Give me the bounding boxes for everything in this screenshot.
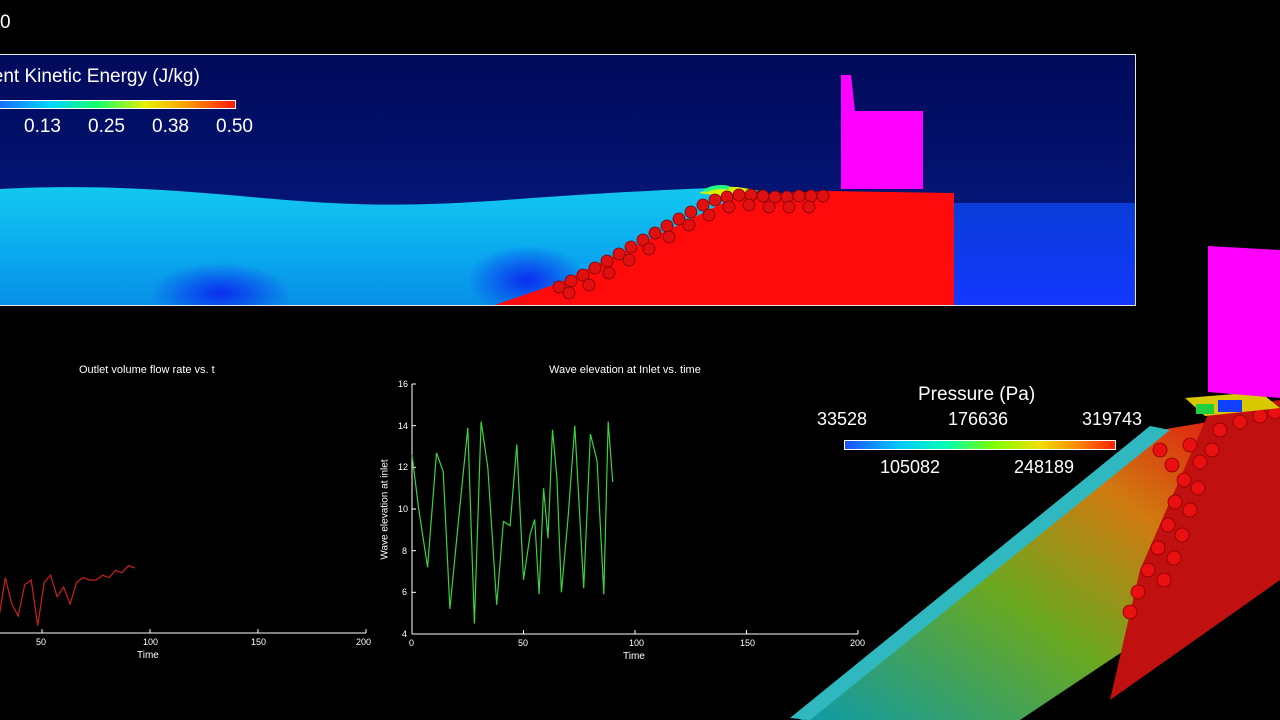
y-tick-label: 10	[398, 504, 409, 514]
outlet-flow-plot	[0, 564, 367, 634]
x-tick-label: 50	[36, 637, 47, 647]
vortex-low-1	[151, 263, 291, 305]
x-tick-label: 100	[629, 638, 645, 648]
crown-wall	[841, 75, 923, 189]
x-tick-label: 100	[143, 637, 159, 647]
crown-wall-3d	[1208, 246, 1280, 398]
pressure-tick: 105082	[880, 457, 941, 477]
leeward-water	[954, 203, 1135, 305]
x-tick-label: 150	[740, 638, 756, 648]
outlet-flow-series	[0, 564, 136, 626]
turbulent-kinetic-energy-view	[0, 54, 1136, 306]
wave-elevation-series	[411, 421, 614, 624]
armour-rocks	[552, 188, 830, 300]
x-axis-label: Time	[623, 651, 645, 662]
outlet-plot-title: Outlet volume flow rate vs. t	[79, 364, 215, 376]
side-face	[1110, 400, 1280, 700]
y-tick-label: 16	[398, 379, 409, 389]
x-axis-label: Time	[137, 650, 159, 661]
tke-legend-title: ulent Kinetic Energy (J/kg)	[0, 66, 200, 87]
pressure-tick: 248189	[1014, 457, 1075, 477]
y-tick-label: 8	[402, 546, 408, 556]
x-tick-label: 50	[518, 638, 529, 648]
slope-surface	[800, 420, 1220, 720]
x-tick-label: 0	[409, 638, 415, 648]
rock-armour	[1122, 404, 1280, 620]
wave-plot-title: Wave elevation at Inlet vs. time	[549, 364, 701, 376]
pressure-colorbar	[844, 440, 1116, 450]
tke-tick: 0.13	[24, 116, 61, 137]
pressure-tick: 33528	[817, 409, 868, 429]
tke-simulation-render	[0, 75, 1135, 305]
y-tick-label: 6	[402, 587, 408, 597]
tke-tick: 0.25	[88, 116, 125, 137]
x-tick-label: 150	[251, 637, 267, 647]
breakwater-3d-render	[790, 246, 1280, 720]
frame-counter: 0	[0, 12, 11, 33]
deck-pressure-patch	[1196, 404, 1214, 414]
wave-elevation-plot	[411, 383, 859, 635]
y-tick-label: 4	[402, 629, 408, 639]
x-tick-label: 200	[356, 637, 372, 647]
y-axis-label: Wave elevation at inlet	[379, 459, 391, 560]
y-tick-label: 12	[398, 462, 409, 472]
pressure-legend-title: Pressure (Pa)	[918, 384, 1036, 405]
tke-tick: 0.50	[216, 116, 253, 137]
x-tick-label: 200	[850, 638, 866, 648]
tke-tick: 0.38	[152, 116, 189, 137]
pressure-tick: 319743	[1082, 409, 1143, 429]
deck-pressure-patch	[1218, 400, 1242, 412]
slope-edge	[790, 426, 1170, 720]
y-tick-label: 14	[398, 421, 409, 431]
pressure-tick: 176636	[948, 409, 1009, 429]
tke-colorbar	[0, 100, 236, 109]
